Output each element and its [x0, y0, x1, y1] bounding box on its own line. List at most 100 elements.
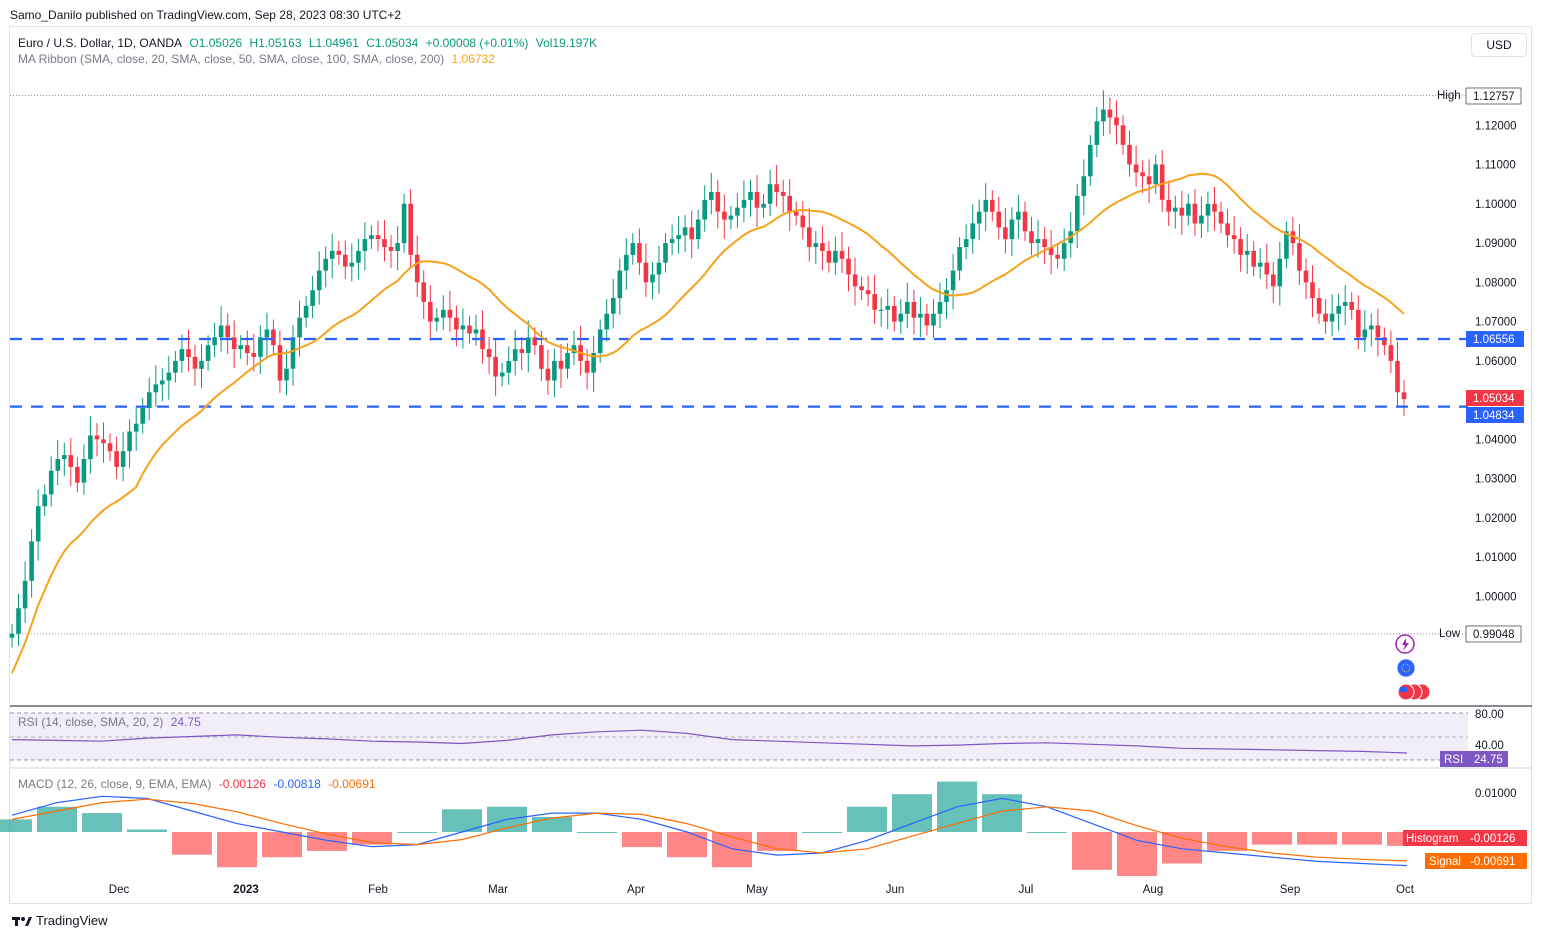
candle-body	[931, 313, 936, 326]
candle-body	[473, 329, 479, 334]
rsi-line	[11, 729, 1408, 754]
candle-body	[1277, 258, 1283, 287]
candle-body	[950, 270, 956, 291]
candle-body	[127, 431, 132, 452]
eu-stars-icon	[1401, 663, 1411, 673]
level-lower-value: 1.04834	[1473, 410, 1515, 422]
candle-body	[748, 192, 753, 200]
candle-body	[120, 451, 126, 467]
price-tick-label: 1.09000	[1475, 238, 1517, 250]
macd-histogram-bar	[712, 832, 752, 868]
candle-body	[741, 199, 747, 208]
eu-flag-icon[interactable]	[1396, 658, 1416, 678]
candle-body	[872, 294, 877, 310]
macd-histogram-bar	[532, 816, 572, 832]
candle-body	[48, 470, 54, 495]
macd-histogram-bar	[1027, 832, 1067, 833]
rsi-tag-label: RSI	[1444, 754, 1463, 766]
candle-body	[428, 302, 433, 322]
candle-body	[258, 337, 263, 357]
candle-body	[1127, 144, 1132, 165]
candle-body	[1120, 125, 1126, 145]
candle-body	[9, 633, 15, 638]
candle-body	[212, 337, 217, 346]
rsi-tag	[1440, 751, 1508, 767]
candle-body	[565, 353, 570, 369]
candle-body	[715, 192, 721, 212]
candle-body	[1055, 254, 1060, 259]
candle-body	[820, 243, 825, 251]
macd-histogram-bar	[802, 832, 842, 833]
candle-body	[421, 282, 426, 302]
time-tick-label: Mar	[488, 884, 508, 896]
candle-body	[878, 309, 884, 311]
candle-body	[1022, 211, 1028, 232]
rsi-tick-80: 80.00	[1475, 709, 1504, 721]
ma-ribbon-value: 1.06732	[451, 52, 495, 66]
candle-body	[826, 250, 832, 263]
candle-body	[722, 211, 727, 220]
candle-body	[414, 254, 420, 283]
macd-label[interactable]: MACD (12, 26, close, 9, EMA, EMA)	[18, 777, 212, 791]
sma20-line	[11, 172, 1405, 674]
candle-body	[1101, 109, 1106, 122]
price-tick-label: 1.02000	[1475, 513, 1517, 525]
candle-body	[1349, 302, 1354, 310]
time-tick-label: Apr	[627, 884, 645, 896]
candle-body	[1146, 176, 1152, 185]
macd-histogram-bar	[1207, 832, 1247, 851]
candle-body	[846, 258, 851, 275]
candle-body	[545, 368, 551, 381]
candle-body	[571, 345, 577, 354]
candle-body	[761, 203, 766, 208]
symbol-title[interactable]: Euro / U.S. Dollar, 1D, OANDA	[18, 36, 183, 50]
price-tick-label: 1.10000	[1475, 199, 1517, 211]
ma-ribbon-label[interactable]: MA Ribbon (SMA, close, 20, SMA, close, 5…	[18, 52, 445, 66]
macd-histogram-bar	[352, 832, 392, 845]
high-tag-value: 1.12757	[1473, 91, 1515, 103]
ohlc-low: L1.04961	[308, 36, 359, 50]
candle-body	[1284, 231, 1289, 259]
level-upper-tag	[1466, 331, 1524, 347]
chart-frame	[9, 26, 1532, 904]
candle-body	[1035, 239, 1041, 243]
candle-body	[107, 443, 113, 452]
macd-histogram-bar	[397, 832, 437, 833]
candle-body	[1362, 329, 1368, 338]
macd-histogram-bar	[0, 819, 32, 832]
candle-body	[140, 408, 145, 424]
candle-body	[101, 439, 106, 444]
histogram-tag	[1403, 830, 1527, 846]
macd-histogram-bar	[622, 832, 662, 848]
rsi-legend: RSI (14, close, SMA, 20, 2) 24.75	[18, 715, 205, 729]
candle-body	[310, 290, 315, 306]
time-tick-label: Feb	[368, 884, 388, 896]
rsi-label[interactable]: RSI (14, close, SMA, 20, 2)	[18, 715, 164, 729]
level-lower-tag	[1466, 407, 1524, 423]
candle-body	[42, 494, 47, 507]
candle-body	[94, 435, 100, 440]
signal-tag-label: Signal	[1429, 856, 1461, 868]
macd-histogram-bar	[262, 832, 302, 858]
candle-body	[356, 250, 361, 263]
candle-body	[918, 313, 923, 318]
tradingview-footer[interactable]: TradingView	[12, 913, 108, 928]
ma-legend: MA Ribbon (SMA, close, 20, SMA, close, 5…	[18, 52, 499, 66]
candle-body	[512, 349, 518, 361]
candle-body	[133, 423, 139, 432]
candle-body	[643, 262, 649, 283]
macd-histogram-bar	[892, 794, 932, 832]
candle-body	[506, 360, 511, 373]
candle-body	[329, 250, 335, 259]
candle-body	[22, 580, 28, 609]
price-tick-label: 1.07000	[1475, 317, 1517, 329]
candle-body	[892, 305, 897, 322]
candle-body	[205, 345, 211, 361]
currency-button[interactable]: USD	[1471, 33, 1527, 57]
macd-histogram-bar	[307, 832, 347, 851]
candle-body	[539, 345, 544, 369]
candle-body	[1369, 325, 1374, 330]
macd-histogram-bar	[82, 813, 122, 832]
tradingview-logo-icon	[12, 916, 32, 926]
